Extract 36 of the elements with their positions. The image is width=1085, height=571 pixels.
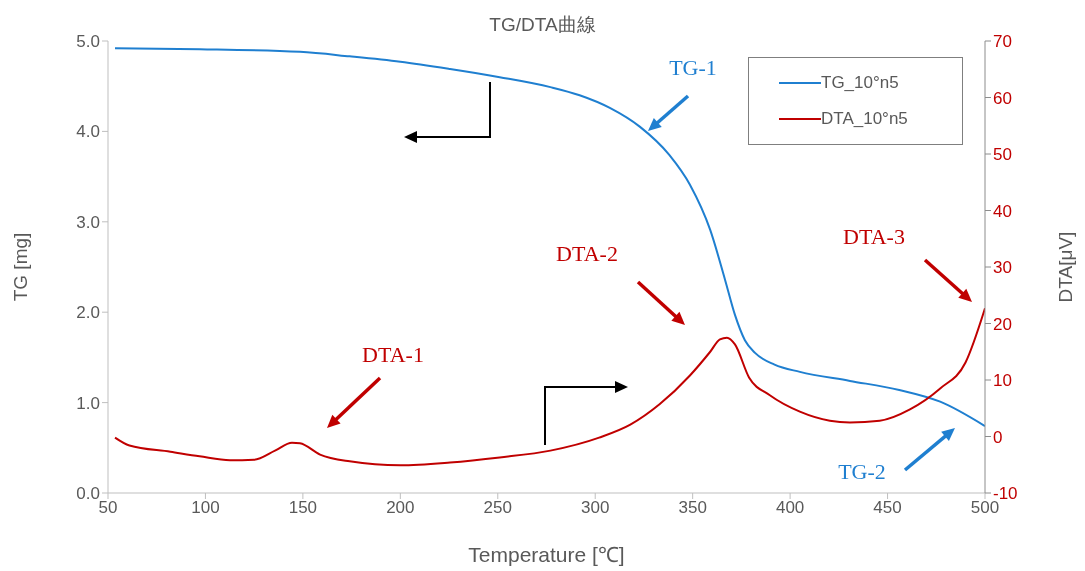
x-tick-label: 350 [678,498,707,518]
y2-axis-title: DTA[μV] [1054,231,1076,303]
y2-tick-label: 30 [993,258,1012,278]
annotation: TG-2 [838,459,886,485]
y-tick-label: 4.0 [76,122,100,142]
x-tick-label: 150 [288,498,318,518]
x-tick-label: 50 [98,498,118,518]
line-series [114,47,985,428]
x-tick-label: 450 [873,498,902,518]
annotation: DTA-1 [362,342,424,368]
y2-tick-label: 10 [993,371,1012,391]
x-axis-title: Temperature [℃] [467,542,626,568]
y-tick-label: 3.0 [76,212,100,232]
legend-label: DTA_10°n5 [821,109,908,129]
y2-tick-label: 40 [993,201,1012,221]
y2-tick-label: 50 [993,145,1012,165]
legend-label: TG_10°n5 [821,73,899,93]
annotation: DTA-3 [843,224,905,250]
y2-tick-label: 20 [993,314,1012,334]
y-axis-title: TG [mg] [9,232,31,302]
annotation: DTA-2 [556,241,618,267]
x-tick-label: 100 [191,498,220,518]
annotation: TG-1 [669,55,717,81]
line-series [114,307,985,467]
y-tick-label: 1.0 [76,393,100,413]
y-tick-label: 0.0 [76,484,100,504]
y-tick-label: 5.0 [76,32,100,52]
y-tick-label: 2.0 [76,303,100,323]
y2-tick-label: 60 [993,88,1012,108]
y2-tick-label: 70 [993,32,1012,52]
x-tick-label: 250 [483,498,512,518]
chart-title: TG/DTA曲線 [489,14,596,35]
x-tick-label: 400 [775,498,805,518]
x-tick-label: 200 [386,498,415,518]
y2-tick-label: 0 [993,427,1003,447]
x-tick-label: 300 [581,498,610,518]
